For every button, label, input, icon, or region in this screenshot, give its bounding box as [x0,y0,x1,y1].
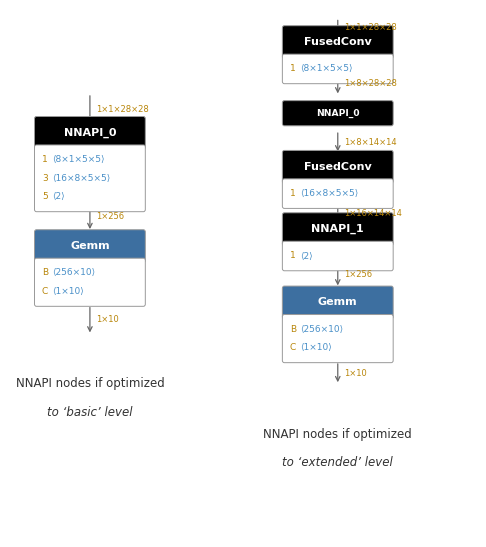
FancyBboxPatch shape [282,213,393,246]
Text: C: C [290,344,296,352]
FancyBboxPatch shape [35,258,145,306]
Text: 1: 1 [290,189,295,198]
FancyBboxPatch shape [282,241,393,271]
Text: 1: 1 [42,155,48,164]
FancyBboxPatch shape [282,101,393,126]
FancyBboxPatch shape [282,150,393,183]
Text: 1×1×28×28: 1×1×28×28 [344,24,397,32]
Text: 1×10: 1×10 [96,316,119,324]
FancyBboxPatch shape [282,26,393,59]
Text: 1×256: 1×256 [344,270,372,280]
Text: 1×10: 1×10 [344,369,367,377]
Text: ⟨2⟩: ⟨2⟩ [300,252,312,260]
Text: ⟨2⟩: ⟨2⟩ [52,193,65,201]
Text: 5: 5 [42,193,48,201]
Text: 1×16×14×14: 1×16×14×14 [344,209,402,218]
Text: ⟨1×10⟩: ⟨1×10⟩ [300,344,331,352]
FancyBboxPatch shape [282,179,393,208]
Text: NNAPI nodes if optimized: NNAPI nodes if optimized [16,377,164,391]
Text: ⟨8×1×5×5⟩: ⟨8×1×5×5⟩ [300,65,352,73]
FancyBboxPatch shape [35,230,145,263]
Text: ⟨1×10⟩: ⟨1×10⟩ [52,287,84,296]
FancyBboxPatch shape [282,286,393,319]
Text: 1×8×28×28: 1×8×28×28 [344,79,397,89]
Text: ⟨8×1×5×5⟩: ⟨8×1×5×5⟩ [52,155,104,164]
Text: 1: 1 [290,65,295,73]
Text: 1: 1 [290,252,295,260]
Text: B: B [290,325,296,334]
Text: FusedConv: FusedConv [304,162,372,172]
Text: ⟨256×10⟩: ⟨256×10⟩ [300,325,343,334]
Text: ⟨16×8×5×5⟩: ⟨16×8×5×5⟩ [52,174,110,183]
Text: 1×8×14×14: 1×8×14×14 [344,138,397,147]
Text: FusedConv: FusedConv [304,37,372,47]
Text: NNAPI_0: NNAPI_0 [64,128,116,138]
FancyBboxPatch shape [282,315,393,363]
FancyBboxPatch shape [282,54,393,84]
Text: C: C [42,287,48,296]
Text: to ‘extended’ level: to ‘extended’ level [282,456,393,469]
Text: NNAPI_1: NNAPI_1 [312,224,364,234]
Text: NNAPI nodes if optimized: NNAPI nodes if optimized [263,428,412,441]
Text: ⟨16×8×5×5⟩: ⟨16×8×5×5⟩ [300,189,358,198]
Text: Gemm: Gemm [70,241,110,251]
Text: B: B [42,269,48,277]
Text: 1×1×28×28: 1×1×28×28 [96,106,149,114]
FancyBboxPatch shape [35,145,145,212]
Text: ⟨256×10⟩: ⟨256×10⟩ [52,269,95,277]
Text: Gemm: Gemm [318,298,358,307]
Text: 3: 3 [42,174,48,183]
Text: to ‘basic’ level: to ‘basic’ level [47,406,133,419]
FancyBboxPatch shape [35,117,145,149]
Text: NNAPI_0: NNAPI_0 [316,109,360,118]
Text: 1×256: 1×256 [96,212,124,221]
